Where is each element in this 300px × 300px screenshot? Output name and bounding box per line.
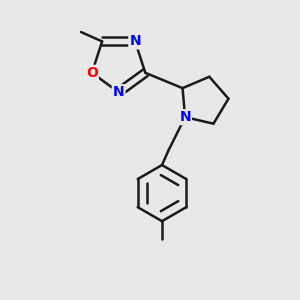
Text: O: O	[86, 66, 98, 80]
Text: N: N	[129, 34, 141, 48]
Text: N: N	[179, 110, 191, 124]
Text: N: N	[113, 85, 124, 99]
